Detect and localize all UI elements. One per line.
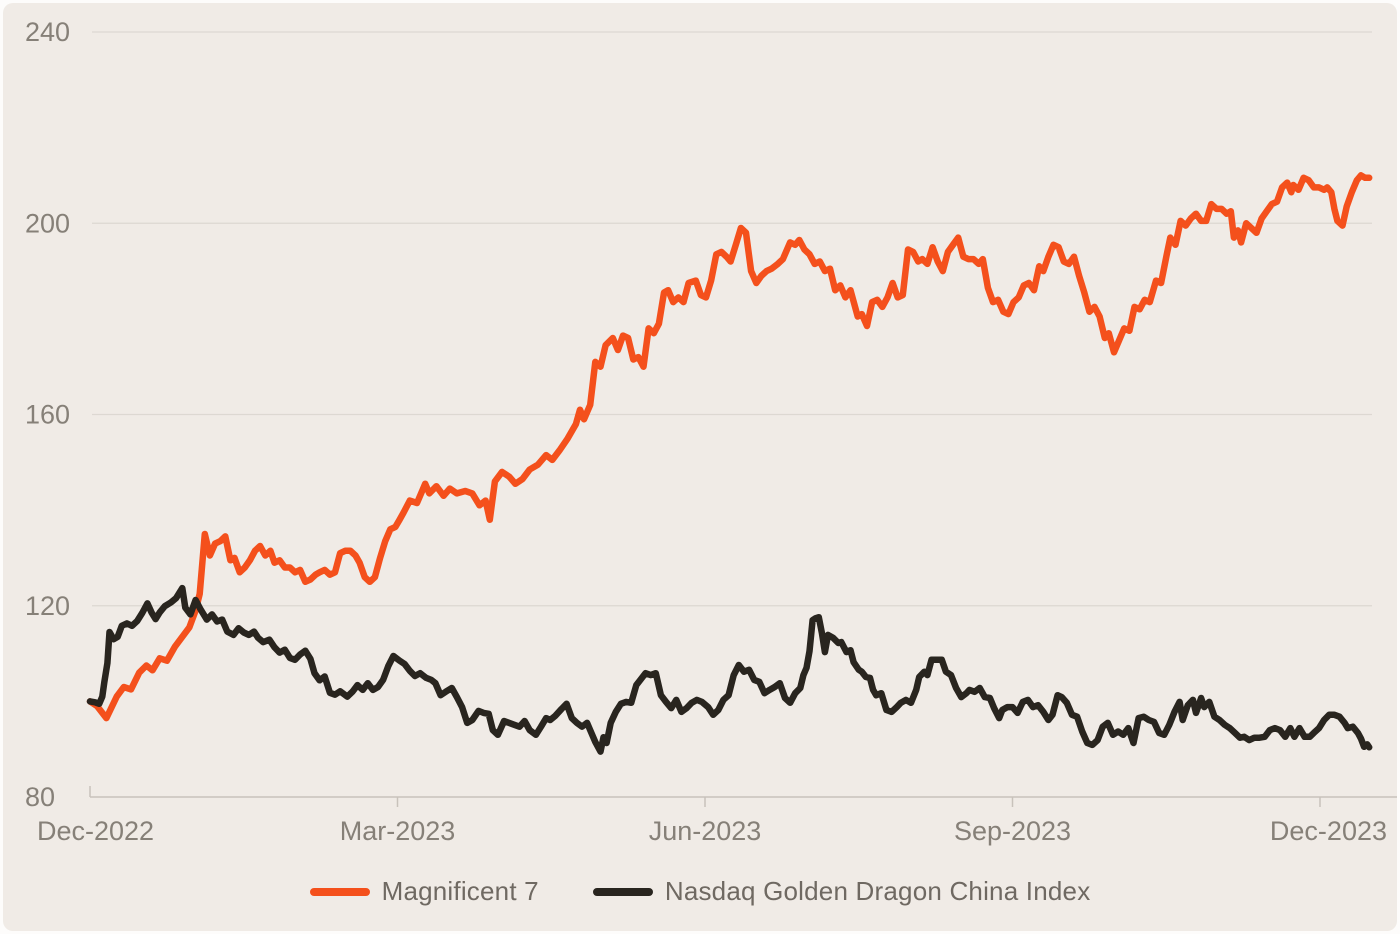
- chart-legend: Magnificent 7 Nasdaq Golden Dragon China…: [3, 876, 1397, 907]
- legend-item-nasdaq-golden-dragon: Nasdaq Golden Dragon China Index: [592, 876, 1091, 907]
- line-chart: 240 200 160 120 80 Dec-2022 Mar-2023 Jun-2023 Se…: [25, 17, 1397, 846]
- legend-swatch-nasdaq-golden-dragon: [592, 887, 653, 896]
- x-tick-label-Dec-2023: Dec-2023: [1270, 816, 1387, 846]
- y-tick-label-200: 200: [25, 208, 70, 238]
- x-tick-label-Dec-2022: Dec-2022: [37, 816, 154, 846]
- y-tick-label-80: 80: [25, 782, 55, 812]
- y-tick-label-160: 160: [25, 400, 70, 430]
- series-line-magnificent-7: [86, 172, 1373, 722]
- legend-label-magnificent-7: Magnificent 7: [381, 876, 539, 906]
- x-tick-label-Sep-2023: Sep-2023: [954, 816, 1071, 846]
- legend-label-nasdaq-golden-dragon: Nasdaq Golden Dragon China Index: [664, 876, 1091, 906]
- x-tick-label-Mar-2023: Mar-2023: [340, 816, 456, 846]
- y-tick-label-240: 240: [25, 17, 70, 47]
- y-tick-label-120: 120: [25, 591, 70, 621]
- legend-item-magnificent-7: Magnificent 7: [309, 876, 539, 907]
- legend-swatch-magnificent-7: [309, 887, 370, 896]
- chart-canvas: 240 200 160 120 80 Dec-2022 Mar-2023 Jun-2023 Se…: [3, 3, 1397, 931]
- x-tick-label-Jun-2023: Jun-2023: [649, 816, 762, 846]
- series-line-nasdaq-golden-dragon-china-index: [86, 584, 1373, 755]
